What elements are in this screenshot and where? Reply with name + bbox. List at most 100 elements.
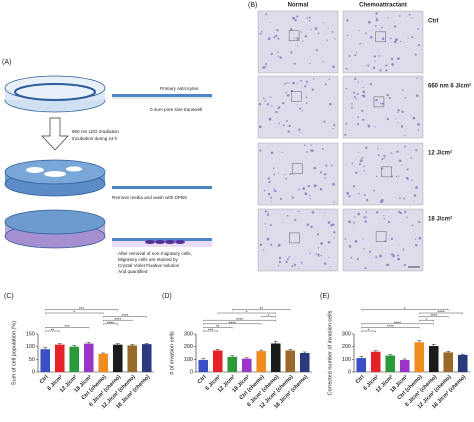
cell-dot: [334, 237, 336, 239]
column-header: Normal: [288, 3, 309, 9]
cell-dot: [381, 37, 385, 41]
cell-dot: [400, 125, 404, 128]
x-tick-label: Ctrl: [355, 374, 366, 385]
cell-dot: [399, 212, 402, 215]
cell-dot: [277, 243, 281, 247]
cell-dot: [334, 38, 336, 40]
micrographs: Normal Chemoattractant Ctrl 660 nm 6 J/cm² 1…: [257, 3, 471, 272]
cell-dot: [281, 222, 283, 224]
cell-dot: [261, 30, 263, 33]
cell-dot: [266, 213, 270, 216]
cell-dot: [412, 116, 416, 120]
cell-dot: [398, 210, 401, 214]
significance-label: ****: [229, 320, 236, 325]
cell-dot: [299, 107, 302, 110]
cell-dot: [275, 34, 278, 37]
cell-dot: [356, 93, 359, 95]
cell-dot: [268, 180, 271, 184]
cell-dot: [348, 220, 351, 224]
cell-dot: [309, 16, 311, 19]
cell-dot: [304, 85, 307, 88]
significance-bracket: [361, 327, 420, 329]
error-bar: [144, 343, 149, 345]
cell-dot: [393, 40, 397, 44]
error-bar: [446, 351, 451, 353]
significance-bracket: [361, 323, 434, 325]
strip: [112, 186, 212, 189]
label: Crystal Violet Fixative solution: [118, 263, 180, 268]
cell-dot: [313, 166, 317, 170]
cell-dot: [420, 78, 422, 80]
inset-box: [288, 30, 300, 41]
cell-dot: [401, 89, 404, 91]
cell-dot: [369, 250, 372, 253]
cell-dot: [350, 256, 353, 259]
cell-dot: [323, 120, 326, 123]
significance-bracket: [419, 312, 463, 314]
cell-dot: [355, 98, 358, 100]
cell-dot: [357, 151, 360, 153]
cell-dot: [293, 62, 296, 65]
cell-dot: [278, 260, 282, 264]
y-axis-label: # of invasion cells: [169, 331, 175, 375]
cell-dot: [263, 97, 265, 100]
cell-dot: [401, 164, 403, 166]
y-tick-label: 200: [342, 344, 351, 350]
cell-dot: [331, 223, 335, 226]
cell-dot: [296, 15, 298, 18]
significance-label: ***: [79, 306, 85, 311]
row-label: 18 J/cm²: [428, 216, 452, 223]
cell-dot: [401, 110, 404, 113]
cell-dot: [332, 65, 335, 69]
significance-label: *: [426, 317, 428, 322]
significance-label: ****: [114, 317, 121, 322]
cell-dot: [305, 102, 308, 104]
significance-bracket: [45, 309, 118, 311]
cell-dot: [345, 67, 348, 70]
cell-dot: [405, 176, 409, 180]
cell-dot: [367, 64, 370, 67]
cell-dot: [346, 191, 349, 195]
significance-bracket: [103, 316, 147, 318]
cell-dot: [298, 128, 301, 131]
cell-dot: [277, 55, 279, 57]
cell-dot: [315, 184, 317, 186]
cell-dot: [304, 35, 308, 38]
significance-label: ***: [208, 328, 214, 333]
cell-dot: [286, 258, 289, 261]
cell-dot: [398, 159, 402, 163]
cell-dot: [301, 110, 303, 112]
cell-dot: [369, 35, 373, 39]
error-bar: [302, 351, 307, 353]
cell-dot: [296, 104, 298, 106]
error-bar: [115, 343, 120, 345]
y-tick-label: 100: [342, 357, 351, 363]
bar: [212, 350, 223, 372]
cell-dot: [288, 256, 290, 258]
cell-dot: [259, 243, 263, 247]
cell-dot: [300, 261, 303, 264]
inset-box: [375, 31, 386, 43]
cell-dot: [358, 192, 360, 195]
error-bar: [244, 357, 249, 359]
bar: [285, 350, 296, 372]
cell-dot: [389, 37, 392, 40]
cell-dot: [267, 37, 271, 41]
cell-dot: [264, 62, 268, 66]
cell-dot: [298, 267, 300, 269]
cell-dot: [277, 107, 280, 110]
cell-dot: [388, 96, 391, 100]
cell-dot: [301, 40, 304, 42]
cell-dot: [351, 107, 353, 109]
cell-dot: [302, 187, 306, 190]
cell-dot: [364, 33, 366, 35]
bar: [414, 342, 425, 372]
cell-dot: [286, 215, 289, 217]
cell-dot: [348, 245, 352, 248]
cell-dot: [323, 173, 327, 176]
cell-dot: [315, 253, 318, 255]
cell-dot: [332, 182, 335, 186]
cell-dot: [399, 40, 402, 43]
significance-label: ****: [430, 313, 437, 318]
cell-dot: [299, 132, 301, 134]
